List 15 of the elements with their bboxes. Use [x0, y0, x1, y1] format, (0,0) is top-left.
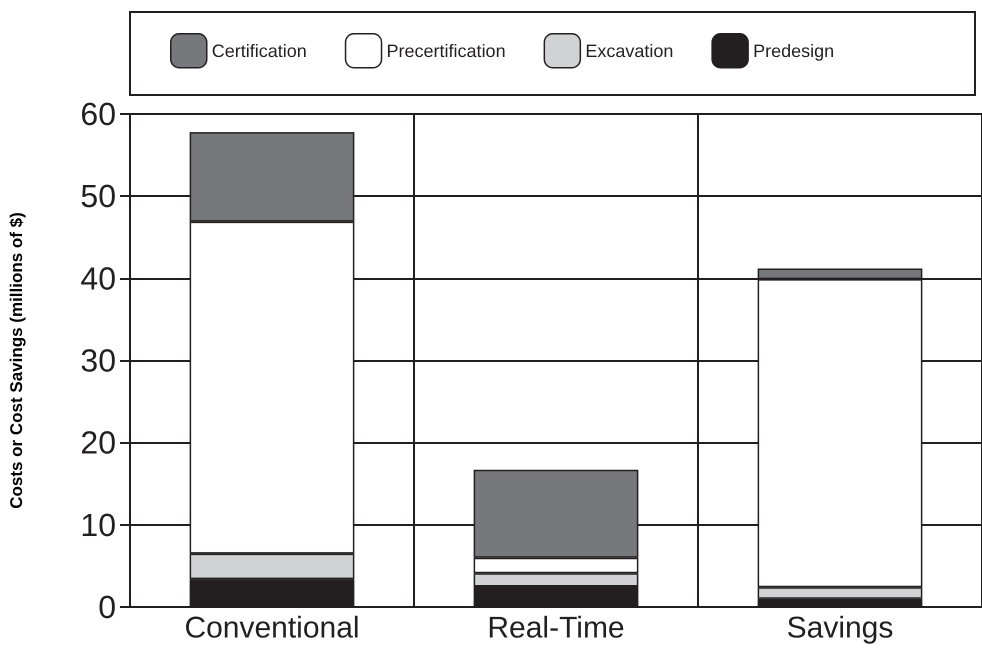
legend-label: Excavation — [585, 40, 674, 61]
y-tick-label: 0 — [98, 589, 116, 625]
x-tick-label: Real-Time — [487, 612, 625, 644]
legend-label: Certification — [212, 40, 307, 61]
y-tick-label: 40 — [80, 260, 116, 296]
y-tick-label: 10 — [80, 506, 116, 543]
y-axis-title: Costs or Cost Savings (millions of $) — [7, 212, 26, 509]
y-tick-label: 50 — [80, 178, 116, 214]
y-tick-label: 30 — [80, 342, 116, 378]
y-tick-label: 60 — [80, 96, 116, 132]
legend-label: Precertification — [386, 40, 506, 61]
y-tick-label: 20 — [80, 424, 116, 461]
legend-label: Predesign — [753, 40, 834, 61]
x-tick-label: Conventional — [184, 612, 360, 644]
x-tick-label: Savings — [786, 612, 894, 644]
